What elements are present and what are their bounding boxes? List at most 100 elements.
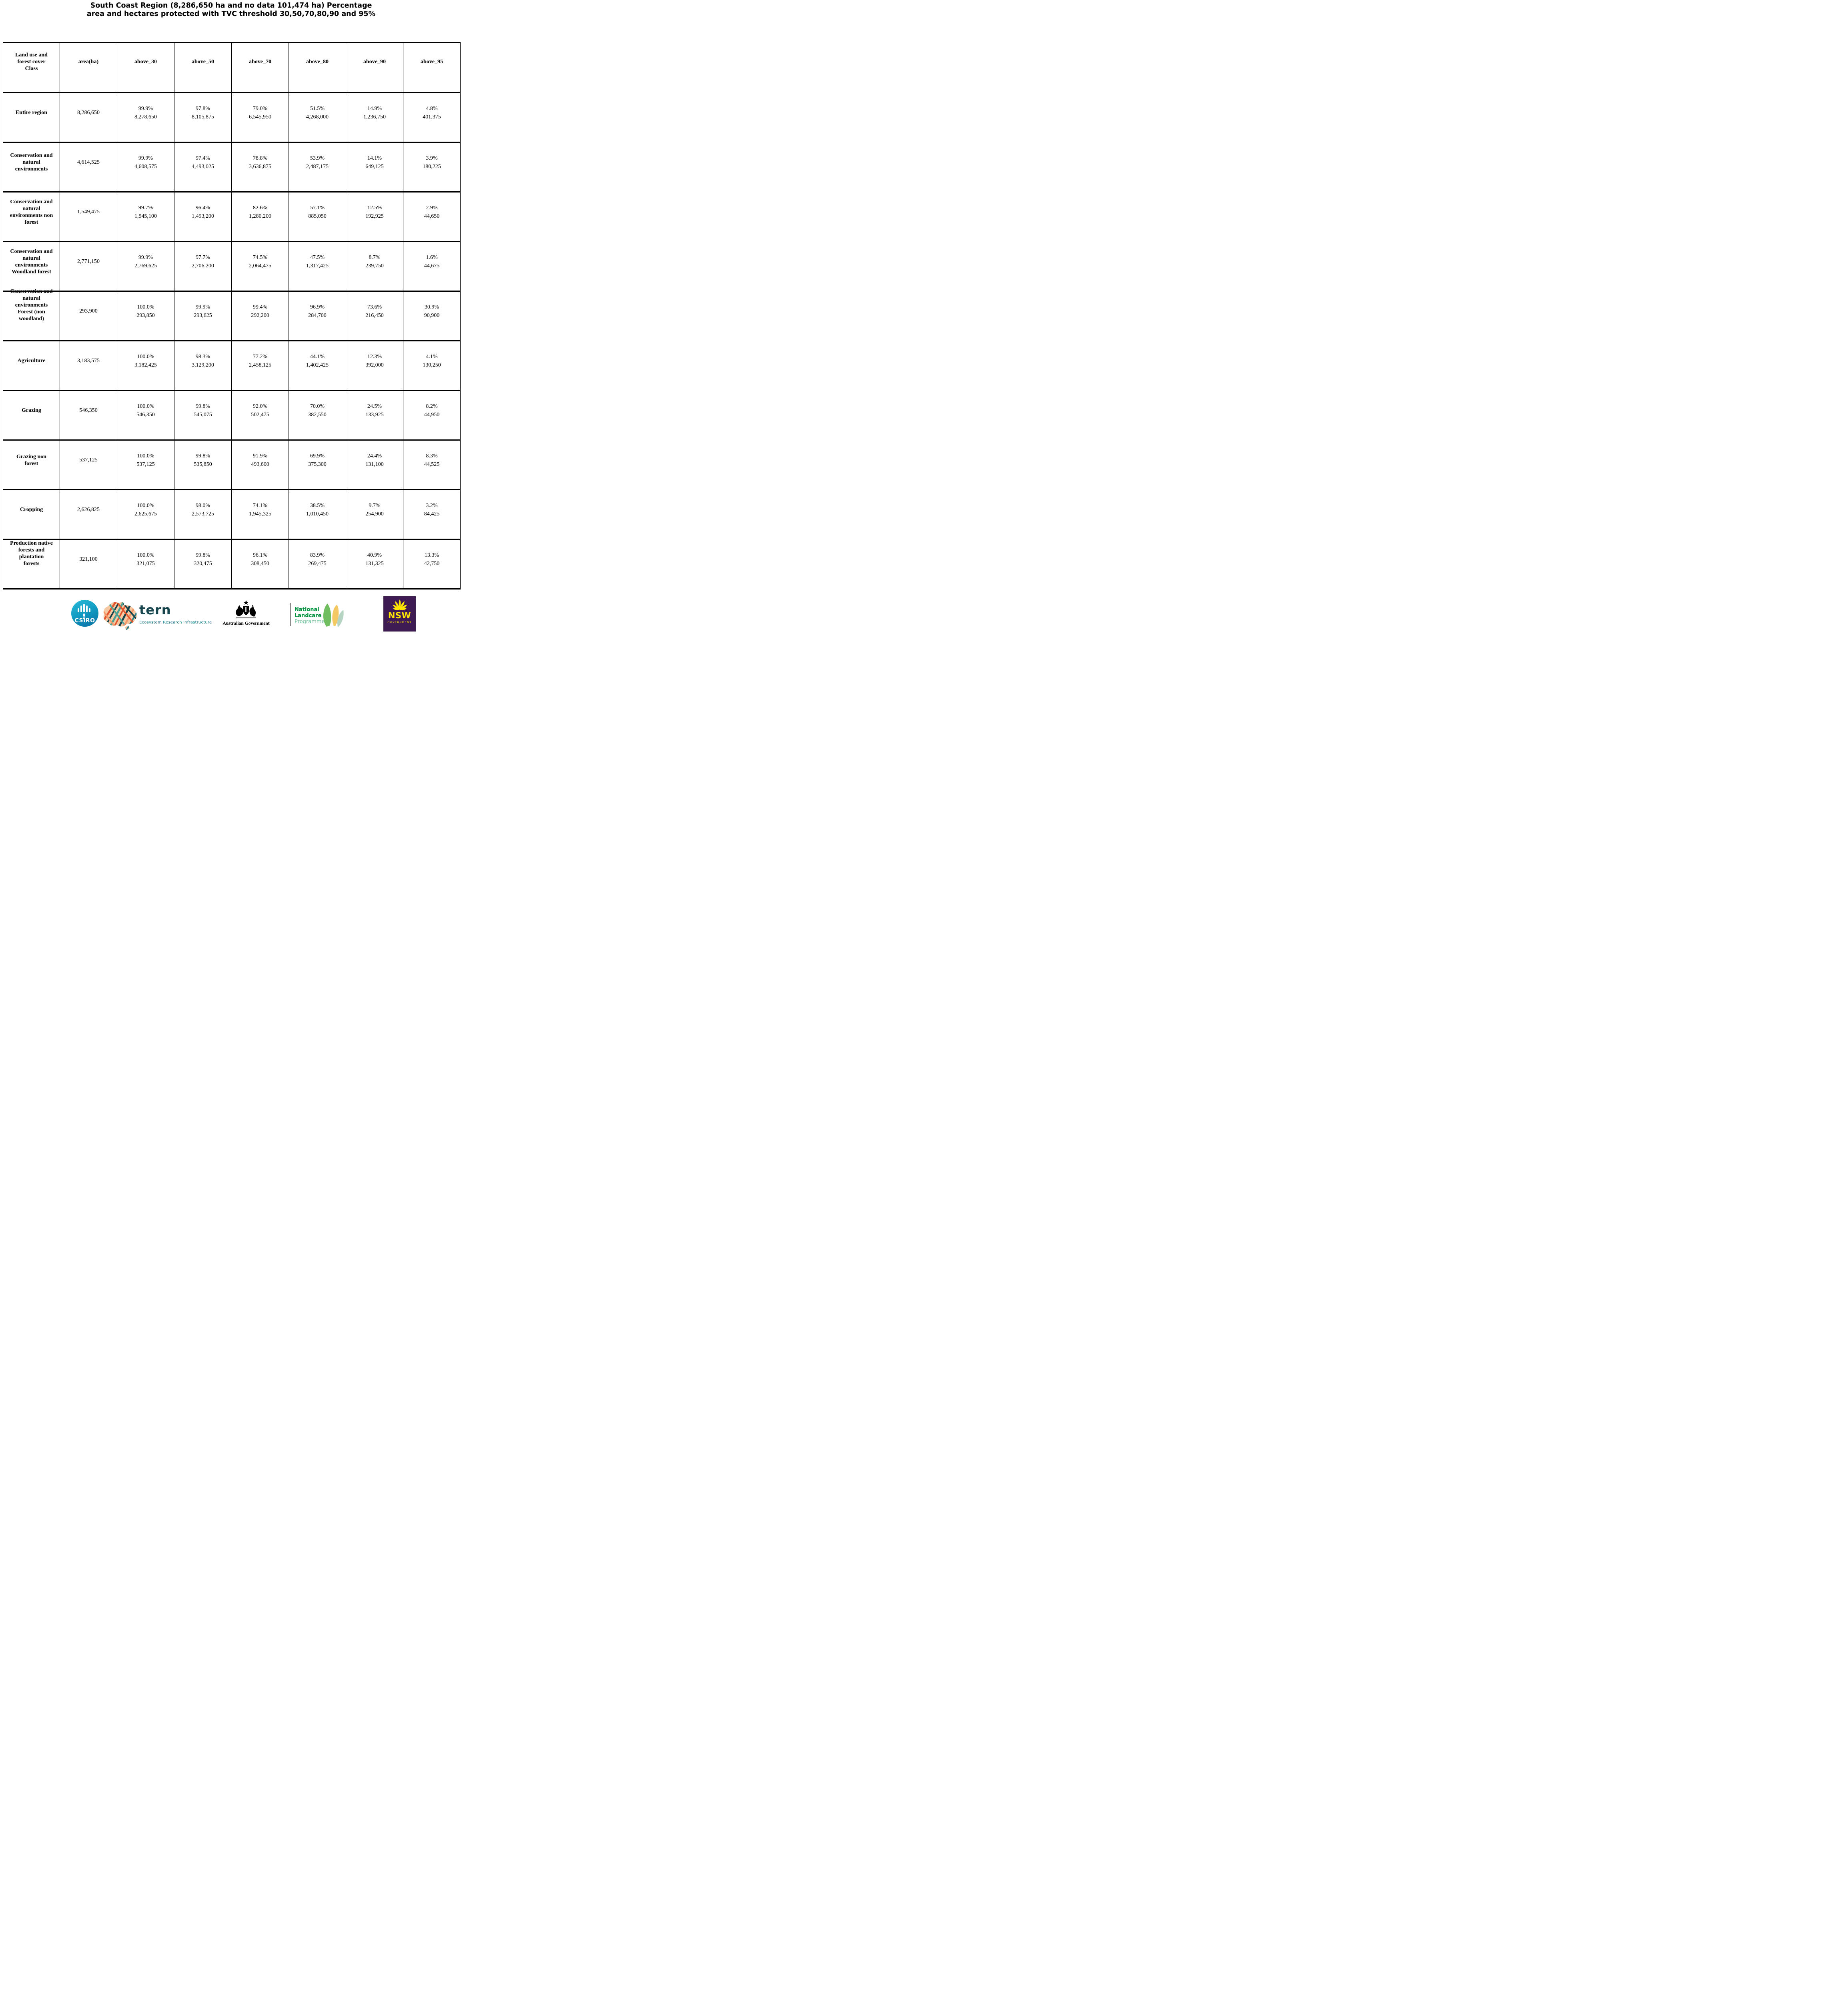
table-row: Agriculture 3,183,575 100.0% 3,182,425 98.3%… [3,340,461,391]
nsw-government-logo: NSW GOVERNMENT [383,596,416,632]
header-above-30: above_30 [117,42,174,93]
row-label: Grazing [3,390,60,441]
table-row: Conservation and natural environments Fo… [3,289,461,341]
area-ha-cell: 546,350 [60,390,117,441]
above-95-cell: 4.8% 401,375 [403,92,461,143]
row-label: Cropping [3,489,60,540]
australian-government-wordmark: Australian Government [222,621,270,626]
table-row: Conservation and natural environments 4,6… [3,142,461,192]
above-50-cell: 99.9% 293,625 [174,291,232,341]
above-70-cell: 79.0% 6,545,950 [231,92,289,143]
above-50-cell: 97.7% 2,706,200 [174,241,232,292]
table-row: Cropping 2,626,825 100.0% 2,625,675 98.0% 2,5… [3,489,461,540]
above-50-cell: 98.3% 3,129,200 [174,340,232,391]
above-70-cell: 99.4% 292,200 [231,291,289,341]
australian-coat-of-arms-icon [236,600,256,618]
national-landcare-programme-logo: National Landcare Programme [295,607,325,625]
above-30-cell: 99.7% 1,545,100 [117,191,174,242]
above-80-cell: 69.9% 375,300 [289,439,346,490]
above-50-cell: 98.0% 2,573,725 [174,489,232,540]
row-label: Conservation and natural environments [3,142,60,192]
above-90-cell: 12.3% 392,000 [346,340,403,391]
above-80-cell: 83.9% 269,475 [289,539,346,589]
footer-logos: CSIRO tern E [0,595,462,632]
area-ha-cell: 1,549,475 [60,191,117,242]
above-30-cell: 100.0% 3,182,425 [117,340,174,391]
above-80-cell: 96.9% 284,700 [289,291,346,341]
tern-wordmark: tern [139,602,171,618]
above-95-cell: 4.1% 130,250 [403,340,461,391]
page-title: South Coast Region (8,286,650 ha and no … [0,2,462,18]
above-95-cell: 3.2% 84,425 [403,489,461,540]
above-90-cell: 14.1% 649,125 [346,142,403,192]
table-row: Conservation and natural environments Wo… [3,241,461,292]
above-80-cell: 57.1% 885,050 [289,191,346,242]
above-90-cell: 9.7% 254,900 [346,489,403,540]
above-95-cell: 2.9% 44,650 [403,191,461,242]
table-row: Entire region 8,286,650 99.9% 8,278,650 97.8… [3,92,461,143]
row-label: Entire region [3,92,60,143]
above-70-cell: 82.6% 1,280,200 [231,191,289,242]
tvc-threshold-table: Land use and forest cover Class area(ha)… [3,42,461,589]
landcare-line-3: Programme [295,619,325,625]
above-95-cell: 1.6% 44,675 [403,241,461,292]
above-90-cell: 14.9% 1,236,750 [346,92,403,143]
above-95-cell: 8.3% 44,525 [403,439,461,490]
area-ha-cell: 537,125 [60,439,117,490]
above-70-cell: 96.1% 308,450 [231,539,289,589]
header-above-95: above_95 [403,42,461,93]
above-70-cell: 74.5% 2,064,475 [231,241,289,292]
csiro-wordmark: CSIRO [74,618,95,624]
nsw-waratah-icon [392,599,407,610]
above-70-cell: 74.1% 1,945,325 [231,489,289,540]
title-line-2: area and hectares protected with TVC thr… [86,10,376,18]
tern-australia-map-icon [103,602,137,630]
above-80-cell: 38.5% 1,010,450 [289,489,346,540]
above-90-cell: 8.7% 239,750 [346,241,403,292]
landcare-line-2: Landcare [295,613,322,619]
above-90-cell: 73.6% 216,450 [346,291,403,341]
area-ha-cell: 321,100 [60,539,117,589]
area-ha-cell: 2,771,150 [60,241,117,292]
above-30-cell: 100.0% 293,850 [117,291,174,341]
above-50-cell: 99.8% 320,475 [174,539,232,589]
above-90-cell: 12.5% 192,925 [346,191,403,242]
landcare-line-1: National [295,607,319,613]
australian-government-logo: Australian Government [218,599,274,626]
landcare-leaves-icon [323,604,344,627]
row-label: Conservation and natural environments no… [3,191,60,242]
logo-divider [290,603,291,626]
area-ha-cell: 2,626,825 [60,489,117,540]
above-80-cell: 70.0% 382,550 [289,390,346,441]
above-50-cell: 99.8% 545,075 [174,390,232,441]
nsw-wordmark: NSW [388,611,411,620]
table-row: Grazing non forest 537,125 100.0% 537,125 99… [3,439,461,490]
csiro-logo: CSIRO [71,600,98,627]
above-30-cell: 100.0% 546,350 [117,390,174,441]
area-ha-cell: 4,614,525 [60,142,117,192]
row-label: Grazing non forest [3,439,60,490]
above-30-cell: 100.0% 2,625,675 [117,489,174,540]
above-30-cell: 99.9% 4,608,575 [117,142,174,192]
above-50-cell: 97.8% 8,105,875 [174,92,232,143]
header-above-70: above_70 [231,42,289,93]
table-row: Production native forests and plantation… [3,539,461,589]
area-ha-cell: 8,286,650 [60,92,117,143]
row-label: Agriculture [3,340,60,391]
above-30-cell: 99.9% 8,278,650 [117,92,174,143]
row-label: Conservation and natural environments Fo… [3,289,60,341]
title-line-1: South Coast Region (8,286,650 ha and no … [90,2,372,10]
above-50-cell: 99.8% 535,850 [174,439,232,490]
csiro-burst-icon [78,604,90,620]
area-ha-cell: 3,183,575 [60,340,117,391]
header-above-90: above_90 [346,42,403,93]
area-ha-cell: 293,900 [60,291,117,341]
header-above-50: above_50 [174,42,232,93]
tern-logo: tern Ecosystem Research Infrastructure [100,599,220,631]
header-row: Land use and forest cover Class area(ha)… [3,42,461,93]
above-30-cell: 100.0% 321,075 [117,539,174,589]
nsw-government-label: GOVERNMENT [387,621,412,624]
above-90-cell: 24.4% 131,100 [346,439,403,490]
above-50-cell: 97.4% 4,493,025 [174,142,232,192]
above-80-cell: 51.5% 4,268,000 [289,92,346,143]
